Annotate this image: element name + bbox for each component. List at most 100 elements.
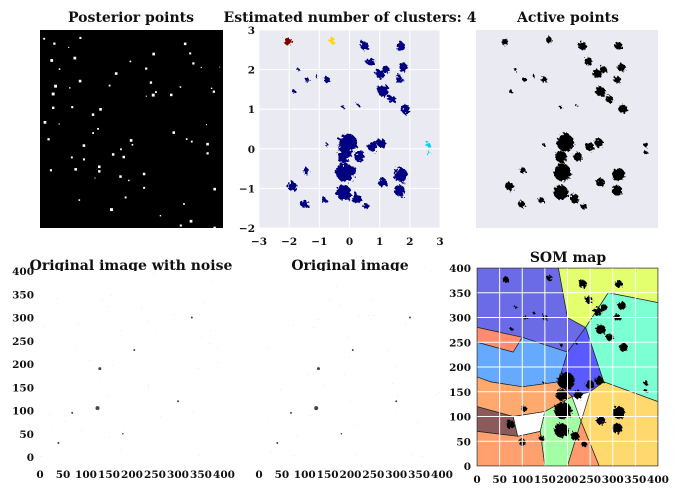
cluster-point — [425, 144, 427, 146]
posterior-speck — [82, 144, 86, 147]
noisy-noise — [109, 436, 111, 438]
som-active-point — [581, 441, 587, 448]
original-noise — [268, 420, 270, 422]
noisy-x-tick-label: 250 — [144, 469, 166, 481]
posterior-speck — [124, 196, 127, 199]
posterior-speck — [131, 143, 134, 146]
original-noise — [372, 299, 374, 301]
active-point — [573, 194, 577, 198]
noisy-x-tick-label: 150 — [98, 469, 120, 481]
original-noise — [271, 451, 272, 453]
cluster-point — [400, 186, 405, 191]
noisy-point — [57, 442, 60, 445]
active-point — [504, 38, 508, 41]
cluster-point — [387, 95, 392, 99]
posterior-speck — [119, 175, 122, 178]
som-x-tick-label: 350 — [624, 474, 646, 486]
original-x-tick-label: 400 — [431, 469, 453, 481]
original-point — [290, 411, 293, 414]
noisy-noise — [49, 414, 51, 416]
noisy-noise — [56, 297, 58, 299]
cluster-point — [384, 85, 389, 91]
noisy-noise — [123, 428, 125, 430]
som-active-point — [643, 380, 649, 386]
cluster-point — [398, 74, 402, 78]
cluster-point — [358, 105, 360, 107]
original-x-tick-label: 350 — [408, 469, 430, 481]
original-noise — [293, 325, 294, 326]
cluster-point — [378, 76, 381, 80]
cluster-point — [393, 173, 400, 181]
posterior-speck — [92, 132, 94, 134]
posterior-speck — [151, 93, 155, 97]
active-point — [576, 151, 580, 155]
posterior-speck — [190, 140, 193, 143]
active-point — [582, 206, 585, 209]
noisy-y-tick-label: 350 — [12, 289, 34, 301]
cluster-point — [400, 46, 404, 51]
cluster-point — [302, 167, 309, 174]
active-point — [615, 168, 620, 174]
noisy-noise — [173, 439, 175, 441]
original-x-ticks: 0 50 100 150 200 250 300 350 400 — [255, 469, 453, 481]
original-point — [276, 442, 279, 445]
noisy-point — [98, 367, 102, 371]
original-noise — [373, 315, 375, 316]
noisy-noise — [153, 272, 155, 274]
clusters-x-tick-label: 0 — [346, 236, 353, 248]
original-noise — [336, 286, 338, 288]
active-point — [588, 148, 592, 152]
posterior-speck — [69, 87, 71, 89]
noisy-noise — [147, 320, 149, 322]
som-active-point — [612, 423, 623, 434]
posterior-speck — [78, 79, 82, 83]
posterior-speck — [152, 52, 156, 56]
original-noise — [310, 415, 312, 416]
cluster-point — [299, 69, 301, 71]
original-point — [314, 406, 319, 411]
som-active-point — [593, 307, 602, 316]
active-point — [607, 95, 611, 99]
posterior-speck — [74, 168, 77, 171]
cluster-point — [338, 138, 345, 144]
posterior-speck — [159, 215, 162, 217]
som-active-point — [594, 376, 604, 386]
noisy-point — [190, 316, 193, 319]
active-point — [623, 105, 627, 109]
cluster-point — [357, 200, 361, 205]
active-point — [582, 41, 586, 45]
active-point — [599, 178, 603, 182]
active-point — [583, 46, 587, 50]
original-noise — [388, 350, 390, 352]
som-panel: SOM map 0 50 100 150 200 250 300 350 400 0501001… — [449, 250, 669, 486]
active-point — [587, 57, 590, 60]
original-noise — [422, 456, 424, 457]
noisy-noise — [160, 415, 162, 417]
cluster-point — [378, 69, 382, 73]
original-noise — [280, 389, 281, 391]
som-x-tick-label: 0 — [473, 474, 480, 486]
noisy-x-tick-label: 0 — [36, 469, 43, 481]
cluster-point — [365, 61, 370, 65]
noisy-y-tick-label: 250 — [12, 336, 34, 348]
som-x-tick-label: 50 — [492, 474, 507, 486]
active-blobs — [501, 36, 649, 210]
som-active-point — [578, 279, 587, 288]
cluster-point — [360, 40, 364, 44]
noisy-x-tick-label: 400 — [213, 469, 235, 481]
noisy-noise — [110, 294, 112, 296]
original-point — [316, 367, 320, 371]
cluster-point — [399, 192, 404, 198]
active-point — [615, 43, 619, 46]
noisy-y-ticks: 0 50 100 150 200 250 300 350 400 — [12, 266, 34, 464]
posterior-speck — [50, 59, 54, 62]
posterior-speck — [200, 66, 202, 69]
active-point — [619, 63, 623, 66]
active-point — [600, 68, 603, 71]
active-point — [601, 65, 604, 69]
clusters-panel: Estimated number of clusters: 4 −3 −2 −1 0 1… — [224, 10, 477, 248]
active-point — [585, 143, 589, 147]
original-noise — [350, 400, 351, 402]
noisy-noise — [147, 387, 149, 389]
